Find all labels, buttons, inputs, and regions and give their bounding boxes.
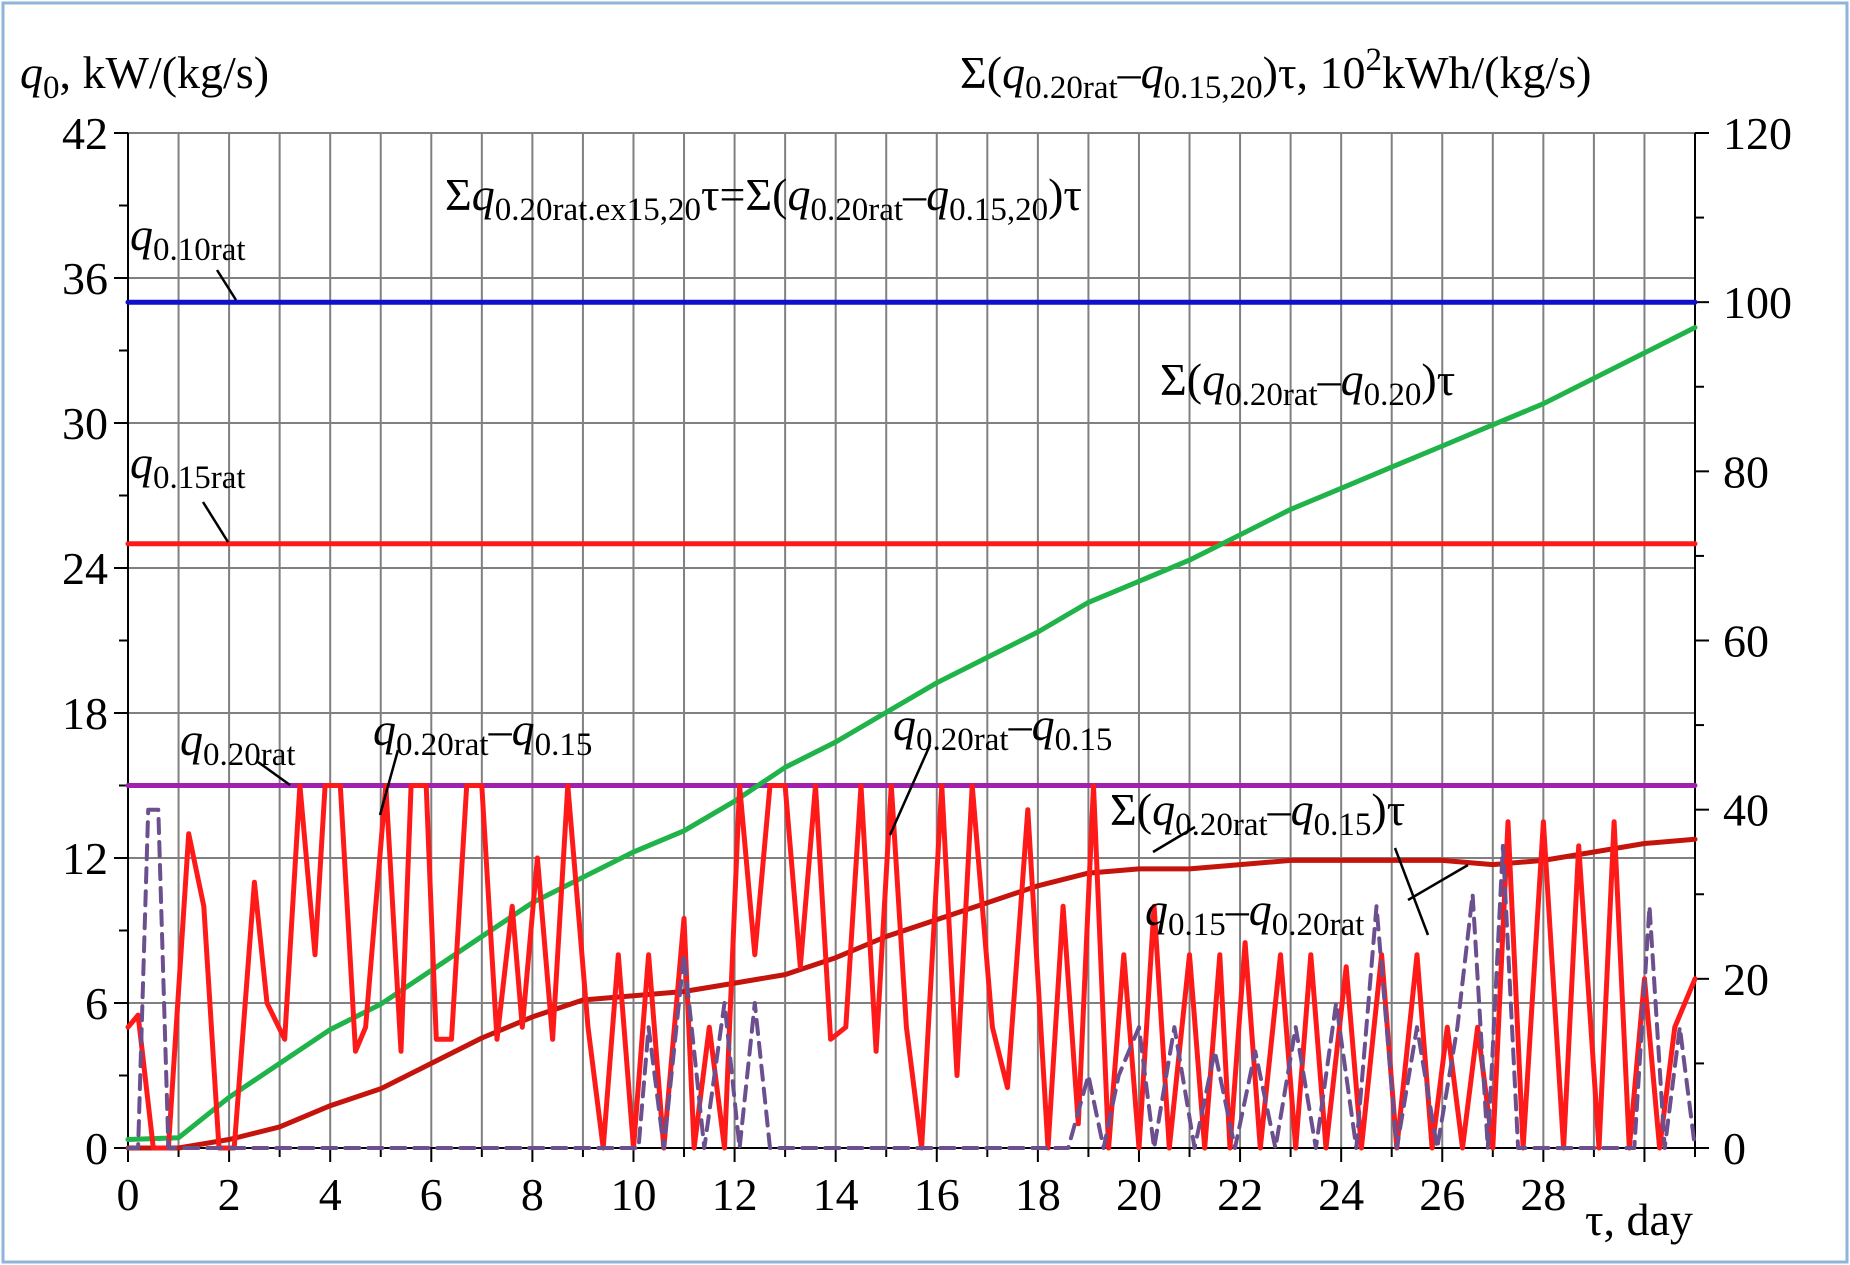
y-left-tick-label: 12 — [62, 833, 108, 884]
leader-line — [1407, 863, 1469, 902]
annotation-diff-left: q0.20rat–q0.15 — [373, 704, 592, 763]
x-tick-label: 14 — [813, 1169, 859, 1220]
leader-lines — [201, 269, 1469, 936]
leader-line — [888, 744, 932, 836]
annotation-sum-darkred: Σ(q0.20rat–q0.15)τ — [1110, 784, 1405, 843]
annotation-sum-green: Σ(q0.20rat–q0.20)τ — [1160, 354, 1455, 413]
series-line-4 — [125, 836, 1698, 1151]
annotation-sum-eq: Σq0.20rat.ex15,20τ=Σ(q0.20rat–q0.15,20)τ — [445, 169, 1082, 228]
y-right-tick-label: 40 — [1723, 785, 1769, 836]
x-tick-label: 4 — [319, 1169, 342, 1220]
x-tick-label: 12 — [712, 1169, 758, 1220]
x-tick-label: 18 — [1015, 1169, 1061, 1220]
x-tick-label: 6 — [420, 1169, 443, 1220]
annotation-q015rat: q0.15rat — [130, 437, 246, 496]
y-right-tick-label: 0 — [1723, 1123, 1746, 1174]
y-right-tick-label: 120 — [1723, 108, 1792, 159]
y-right-tick-label: 60 — [1723, 616, 1769, 667]
x-tick-label: 28 — [1520, 1169, 1566, 1220]
y-left-tick-label: 42 — [62, 108, 108, 159]
x-tick-label: 22 — [1217, 1169, 1263, 1220]
annotation-neg-diff: q0.15–q0.20rat — [1145, 884, 1364, 943]
leader-line — [215, 269, 238, 301]
y-left-tick-label: 18 — [62, 688, 108, 739]
left-axis-ticks: 0 6 12 18 24 30 36 42 — [62, 108, 128, 1174]
y-left-axis-label: q0, kW/(kg/s) — [20, 47, 269, 106]
y-left-tick-label: 6 — [85, 978, 108, 1029]
x-tick-label: 0 — [117, 1169, 140, 1220]
leader-line — [257, 760, 291, 787]
annotation-q020rat: q0.20rat — [180, 714, 296, 773]
series-line-6 — [126, 807, 1697, 1150]
x-tick-label: 16 — [914, 1169, 960, 1220]
y-right-tick-label: 20 — [1723, 954, 1769, 1005]
series-line-3 — [125, 325, 1698, 1142]
y-left-tick-label: 36 — [62, 253, 108, 304]
x-tick-label: 10 — [610, 1169, 656, 1220]
leader-line — [378, 749, 400, 816]
leader-line — [1393, 847, 1430, 936]
x-tick-label: 8 — [521, 1169, 544, 1220]
x-tick-label: 20 — [1116, 1169, 1162, 1220]
x-tick-label: 2 — [218, 1169, 241, 1220]
leader-line — [1152, 825, 1196, 854]
y-left-tick-label: 24 — [62, 543, 108, 594]
annotation-q010rat: q0.10rat — [130, 209, 246, 268]
right-axis-ticks: 0 20 40 60 80 100 120 — [1695, 108, 1792, 1174]
x-tick-label: 24 — [1318, 1169, 1364, 1220]
x-axis-label: τ, day — [1585, 1194, 1693, 1245]
series-line-5 — [125, 783, 1698, 1151]
y-right-axis-label: Σ(q0.20rat–q0.15,20)τ, 102kWh/(kg/s) — [960, 42, 1591, 106]
annotations: Σq0.20rat.ex15,20τ=Σ(q0.20rat–q0.15,20)τ… — [130, 169, 1455, 943]
leader-line — [201, 501, 230, 543]
y-left-tick-label: 30 — [62, 398, 108, 449]
y-right-tick-label: 80 — [1723, 446, 1769, 497]
y-left-tick-label: 0 — [85, 1123, 108, 1174]
y-right-tick-label: 100 — [1723, 277, 1792, 328]
annotation-diff-mid: q0.20rat–q0.15 — [893, 699, 1112, 758]
x-tick-label: 26 — [1419, 1169, 1465, 1220]
x-axis-ticks: 0 2 4 6 8 10 12 14 16 18 20 22 24 26 28 — [117, 1148, 1696, 1220]
